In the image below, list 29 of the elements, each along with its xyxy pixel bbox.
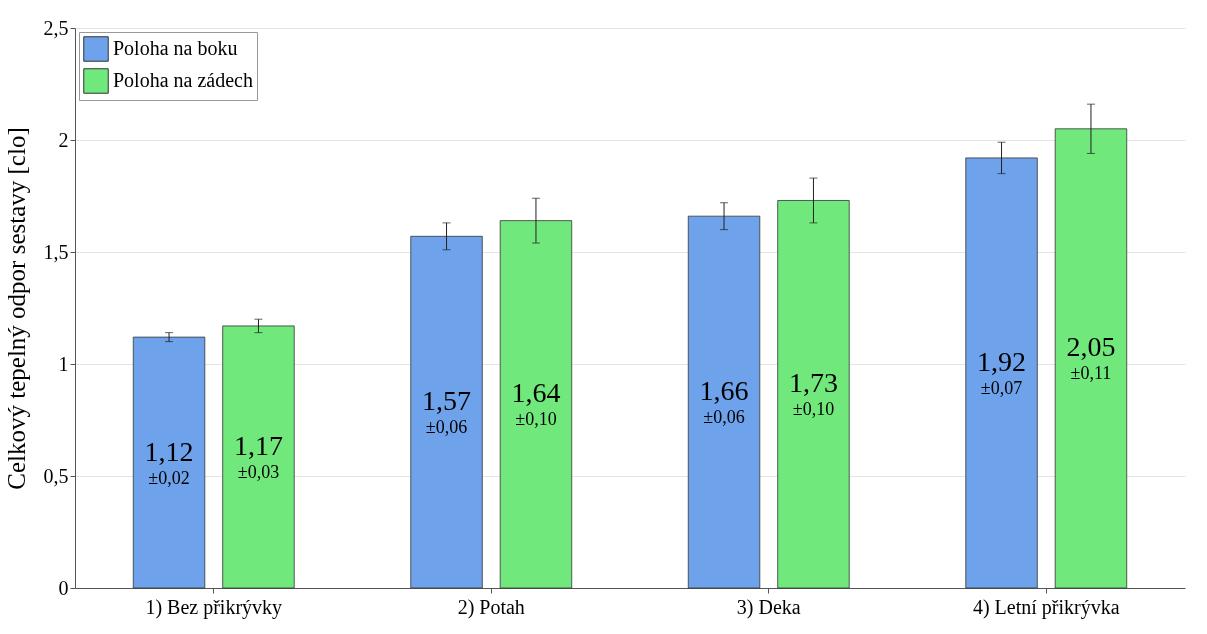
text: 1,92 ±0,07	[977, 345, 1027, 398]
y-tick-label: 2,5	[43, 16, 69, 39]
y-tick-label: 0,5	[43, 464, 69, 487]
bar	[132, 336, 206, 589]
text: 1,17 ±0,03	[233, 429, 283, 482]
y-tick-label: 0	[58, 576, 69, 599]
y-axis-title: Celkový tepelný odpor sestavy [clo]	[2, 127, 30, 490]
x-tick-label: 1) Bez přikrývky	[145, 595, 283, 619]
legend-label: Poloha na boku	[113, 37, 238, 59]
bar	[222, 325, 295, 589]
bar	[499, 220, 573, 589]
text: 1,66 ±0,06	[699, 375, 749, 428]
bar	[410, 235, 483, 589]
text: 1,64 ±0,10	[511, 377, 561, 430]
text: 1,12 ±0,02	[144, 435, 194, 488]
bar	[965, 157, 1038, 589]
x-tick-label: 3) Deka	[736, 595, 801, 619]
text: 1,73 ±0,10	[788, 367, 838, 420]
y-tick-label: 1,5	[43, 240, 69, 263]
bar	[777, 200, 850, 589]
text: 2,05 ±0,11	[1066, 331, 1116, 384]
x-tick-label: 2) Potah	[457, 595, 525, 619]
y-tick-label: 1	[58, 352, 69, 375]
x-tick-label: 4) Letní přikrývka	[972, 595, 1120, 619]
bar	[687, 215, 761, 589]
y-tick-label: 2	[58, 128, 69, 151]
legend-label: Poloha na zádech	[113, 69, 253, 91]
text: 1,57 ±0,06	[422, 385, 472, 438]
bar	[1054, 128, 1128, 589]
